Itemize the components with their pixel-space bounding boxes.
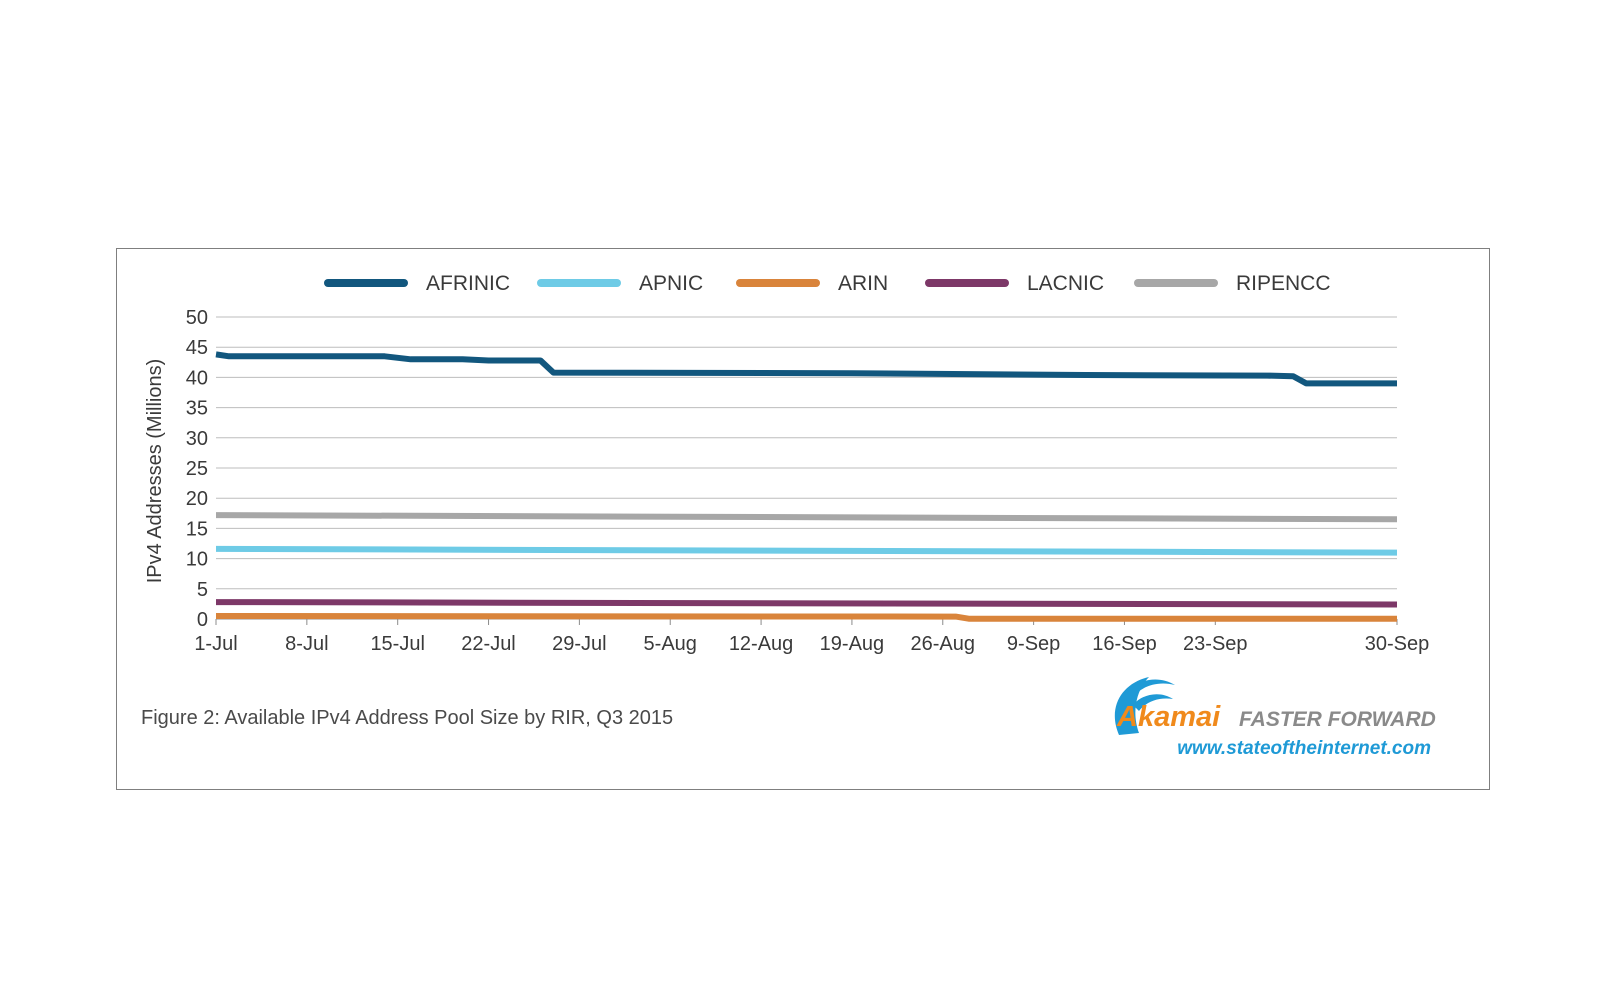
chart: 0 5 10 15 20 25 30 35 40 45 50 1-Jul 8-Jul 15-Jul 22-… <box>141 272 1436 759</box>
series-line-lacnic <box>215 599 1398 608</box>
akamai-swoosh-icon <box>1114 677 1175 735</box>
y-tick-label: 50 <box>186 307 208 329</box>
y-tick-label: 10 <box>186 549 208 571</box>
x-tick-label: 16-Sep <box>1092 633 1157 655</box>
x-tick-label: 8-Jul <box>285 633 328 655</box>
y-tick-label: 45 <box>186 337 208 359</box>
legend-label-arin: ARIN <box>838 272 888 295</box>
y-tick-label: 5 <box>197 579 208 601</box>
x-tick-label: 5-Aug <box>644 633 697 655</box>
akamai-logo: Akamai FASTER FORWARD <box>1114 677 1436 735</box>
series-line-afrinic <box>215 351 1397 387</box>
x-tick-label: 29-Jul <box>552 633 606 655</box>
series-lines <box>215 351 1398 622</box>
series-line-arin <box>215 613 1397 622</box>
legend-label-lacnic: LACNIC <box>1027 272 1104 295</box>
website-url: www.stateoftheinternet.com <box>1177 738 1431 759</box>
akamai-logo-text: Akamai <box>1116 701 1221 733</box>
legend-label-ripencc: RIPENCC <box>1236 272 1331 295</box>
x-tick-label: 19-Aug <box>820 633 885 655</box>
x-tick-label: 1-Jul <box>194 633 237 655</box>
y-tick-label: 20 <box>186 488 208 510</box>
chart-frame: 0 5 10 15 20 25 30 35 40 45 50 1-Jul 8-Jul 15-Jul 22-… <box>116 248 1490 790</box>
series-line-apnic <box>215 545 1398 556</box>
figure-caption: Figure 2: Available IPv4 Address Pool Si… <box>141 707 673 729</box>
x-tick-label: 12-Aug <box>729 633 794 655</box>
y-tick-label: 40 <box>186 367 208 389</box>
x-tick-label: 15-Jul <box>370 633 424 655</box>
legend-label-apnic: APNIC <box>639 272 703 295</box>
gridlines <box>216 316 1397 620</box>
y-tick-label: 15 <box>186 518 208 540</box>
y-tick-label: 0 <box>197 609 208 631</box>
legend-label-afrinic: AFRINIC <box>426 272 510 295</box>
x-tick-labels: 1-Jul 8-Jul 15-Jul 22-Jul 29-Jul 5-Aug 12-Aug 1… <box>194 619 1429 655</box>
series-line-ripencc <box>215 512 1398 523</box>
x-tick-label: 22-Jul <box>461 633 515 655</box>
y-tick-label: 30 <box>186 428 208 450</box>
y-tick-label: 25 <box>186 458 208 480</box>
y-tick-label: 35 <box>186 398 208 420</box>
x-tick-label: 30-Sep <box>1365 633 1430 655</box>
legend: AFRINIC APNIC ARIN LACNIC RIPENCC <box>324 272 1331 295</box>
y-tick-labels: 0 5 10 15 20 25 30 35 40 45 50 <box>186 307 208 631</box>
y-axis-label: IPv4 Addresses (Millions) <box>144 359 166 584</box>
x-tick-label: 9-Sep <box>1007 633 1060 655</box>
x-tick-label: 26-Aug <box>911 633 976 655</box>
x-tick-label: 23-Sep <box>1183 633 1248 655</box>
brand-tagline: FASTER FORWARD <box>1239 708 1436 731</box>
